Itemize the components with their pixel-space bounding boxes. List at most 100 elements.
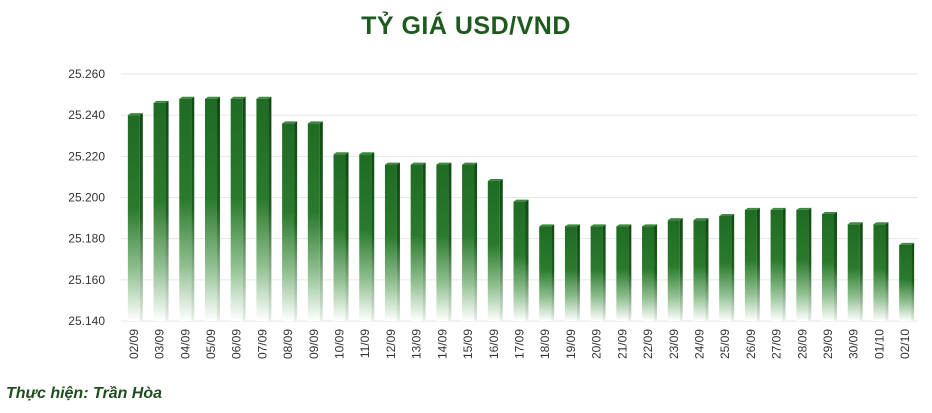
- bar-face: [230, 98, 243, 321]
- bar-side: [165, 100, 169, 321]
- bar: [873, 222, 889, 321]
- chart-title: TỶ GIÁ USD/VND: [361, 12, 571, 40]
- bar: [822, 211, 838, 321]
- x-tick-label: 11/09: [358, 329, 372, 358]
- y-tick-label: 25.140: [68, 314, 105, 328]
- bar-face: [539, 226, 552, 321]
- x-tick-label: 09/09: [307, 329, 321, 359]
- bar: [796, 207, 812, 321]
- bar-side: [679, 218, 683, 321]
- bar: [256, 96, 272, 321]
- bar: [693, 218, 709, 321]
- x-tick-label: 18/09: [538, 329, 552, 359]
- bar: [744, 207, 760, 321]
- bar-side: [345, 152, 349, 321]
- bar-side: [499, 179, 503, 321]
- bar-face: [847, 224, 860, 321]
- bar: [770, 207, 786, 321]
- bar-face: [873, 224, 886, 321]
- y-tick-label: 25.180: [68, 232, 105, 246]
- bar-top: [436, 162, 452, 165]
- x-tick-label: 22/09: [641, 329, 655, 359]
- bar-side: [782, 207, 786, 321]
- x-tick-label: 30/09: [847, 329, 861, 359]
- y-tick-label: 25.160: [68, 273, 105, 287]
- x-tick-label: 03/09: [153, 329, 167, 359]
- bar-top: [693, 218, 709, 221]
- bar-face: [256, 98, 269, 321]
- bar: [359, 152, 375, 321]
- bar-top: [719, 214, 735, 217]
- bar-face: [179, 98, 192, 321]
- bar-side: [216, 96, 220, 321]
- bar: [410, 162, 426, 321]
- bar: [462, 162, 478, 321]
- y-tick-label: 25.220: [68, 149, 105, 163]
- x-tick-label: 08/09: [281, 329, 295, 359]
- bar: [127, 113, 143, 322]
- bar: [847, 222, 863, 321]
- bar-side: [705, 218, 709, 321]
- bar-face: [770, 209, 783, 321]
- bar-face: [333, 154, 346, 321]
- bar: [719, 214, 735, 321]
- bar-side: [834, 211, 838, 321]
- bar-side: [808, 207, 812, 321]
- bar-top: [384, 162, 400, 165]
- bar-side: [602, 224, 606, 321]
- x-tick-label: 02/09: [127, 329, 141, 359]
- bar-face: [204, 98, 217, 321]
- bar-face: [307, 123, 320, 322]
- x-tick-label: 01/10: [872, 329, 886, 359]
- bar-top: [513, 199, 529, 202]
- bar-top: [744, 207, 760, 210]
- x-tick-label: 04/09: [178, 329, 192, 359]
- x-tick-label: 23/09: [667, 329, 681, 359]
- bar-face: [822, 213, 835, 321]
- bar-side: [525, 199, 529, 321]
- bar-face: [462, 164, 475, 321]
- bars: [127, 96, 915, 322]
- x-tick-label: 25/09: [718, 329, 732, 359]
- bar-face: [153, 102, 166, 321]
- bar-side: [628, 224, 632, 321]
- bar-face: [642, 226, 655, 321]
- bar-top: [590, 224, 606, 227]
- bar-face: [899, 244, 912, 321]
- bar-side: [576, 224, 580, 321]
- x-axis-ticks: 02/09 03/09 04/09 05/09 06/09 07/09 08/09 09/09…: [127, 329, 912, 359]
- bar: [667, 218, 683, 321]
- bar-face: [590, 226, 603, 321]
- x-tick-label: 02/10: [898, 329, 912, 359]
- bar-top: [796, 207, 812, 210]
- bar-face: [436, 164, 449, 321]
- bar-side: [294, 121, 298, 322]
- bar-face: [796, 209, 809, 321]
- x-tick-label: 27/09: [770, 329, 784, 359]
- bar-top: [642, 224, 658, 227]
- bar-side: [396, 162, 400, 321]
- bar-side: [371, 152, 375, 321]
- bar: [230, 96, 246, 321]
- bar: [282, 121, 298, 322]
- bar: [333, 152, 349, 321]
- x-tick-label: 20/09: [590, 329, 604, 359]
- x-tick-label: 07/09: [255, 329, 269, 359]
- bar: [590, 224, 606, 321]
- bar: [539, 224, 555, 321]
- bar: [179, 96, 195, 321]
- bar-side: [242, 96, 246, 321]
- x-tick-label: 13/09: [410, 329, 424, 359]
- bar-top: [230, 96, 246, 99]
- bar-top: [410, 162, 426, 165]
- y-tick-label: 25.260: [68, 67, 105, 81]
- bar-side: [422, 162, 426, 321]
- bar-face: [487, 181, 500, 321]
- bar-face: [282, 123, 295, 322]
- x-tick-label: 06/09: [230, 329, 244, 359]
- bar: [307, 121, 323, 322]
- bar-top: [847, 222, 863, 225]
- bar-side: [319, 121, 323, 322]
- bar-face: [744, 209, 757, 321]
- bar-side: [474, 162, 478, 321]
